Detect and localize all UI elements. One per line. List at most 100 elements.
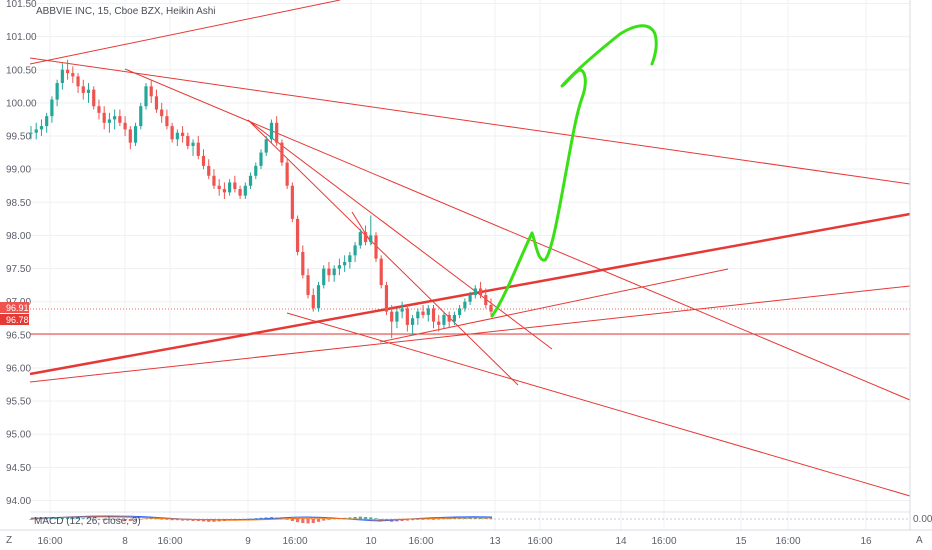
price-tick-label: 100.50 xyxy=(6,65,37,76)
auto-scale-button[interactable]: A xyxy=(916,535,923,546)
candle xyxy=(113,109,117,130)
candle xyxy=(437,314,441,332)
candle xyxy=(363,225,368,246)
macd-bar xyxy=(118,519,122,521)
trend-line-small[interactable] xyxy=(351,211,373,245)
candle xyxy=(353,242,357,262)
macd-bar xyxy=(123,519,127,521)
price-tick-label: 94.50 xyxy=(6,463,31,474)
time-tick-label: 8 xyxy=(122,536,128,547)
macd-bar xyxy=(50,517,54,519)
candle xyxy=(86,83,91,103)
candle xyxy=(348,252,352,269)
time-tick-label: 9 xyxy=(245,536,251,547)
candle xyxy=(337,258,342,276)
candle xyxy=(165,109,169,130)
trend-line-top[interactable] xyxy=(29,0,341,65)
macd-bar xyxy=(306,519,310,524)
candle xyxy=(468,291,472,306)
macd-bar xyxy=(97,519,101,520)
candle xyxy=(228,179,232,196)
candle xyxy=(180,126,185,143)
trend-line-wedge-short[interactable] xyxy=(379,268,729,343)
candle xyxy=(369,215,373,246)
candle xyxy=(233,175,237,193)
candle xyxy=(243,182,247,199)
price-tag-lower: 96.78 xyxy=(6,315,29,325)
price-axis[interactable]: 101.50 101.00 100.50 100.00 99.50 99.00 98.50 9… xyxy=(6,0,37,507)
candle xyxy=(118,109,122,127)
candle xyxy=(71,66,75,84)
trend-line-wedge-lower[interactable] xyxy=(29,285,911,383)
candle xyxy=(301,245,305,279)
macd-bar xyxy=(34,519,38,520)
candle xyxy=(489,298,493,315)
candle xyxy=(421,305,425,319)
price-tick-label: 100.00 xyxy=(6,98,37,109)
candle xyxy=(458,305,462,319)
trend-line-drawings[interactable] xyxy=(29,0,911,497)
macd-bar xyxy=(149,518,153,519)
macd-bar xyxy=(65,517,70,519)
time-tick-label: 16 xyxy=(860,536,872,547)
time-tick-label: 16:00 xyxy=(775,536,800,547)
candle xyxy=(374,232,378,262)
price-tick-label: 95.00 xyxy=(6,430,31,441)
trend-line-fan-2[interactable] xyxy=(247,119,519,386)
candle xyxy=(107,112,112,133)
candle xyxy=(285,159,289,190)
macd-bar xyxy=(358,516,362,519)
macd-bar xyxy=(154,518,159,520)
trend-line-resistance-long[interactable] xyxy=(29,57,911,185)
macd-bar xyxy=(207,519,211,522)
candle xyxy=(306,268,310,299)
time-axis[interactable]: 16:00 8 16:00 9 16:00 10 16:00 13 16:00 14 16:00 15… xyxy=(37,536,872,547)
time-tick-label: 16:00 xyxy=(157,536,182,547)
candlestick-series xyxy=(29,59,493,339)
candle xyxy=(34,122,38,140)
price-tick-label: 98.50 xyxy=(6,198,31,209)
macd-bar xyxy=(316,519,321,522)
candle xyxy=(186,132,190,150)
forecast-arrow-drawing[interactable] xyxy=(490,24,658,318)
candle xyxy=(65,59,70,80)
candle xyxy=(410,314,415,335)
time-tick-label: 10 xyxy=(365,536,377,547)
macd-label[interactable]: MACD (12, 26, close, 9) xyxy=(34,516,141,527)
candle xyxy=(322,265,326,289)
macd-bar xyxy=(71,517,75,519)
macd-bar xyxy=(447,518,451,520)
candle xyxy=(295,215,300,256)
macd-bar xyxy=(301,519,305,523)
macd-bar xyxy=(128,519,132,521)
macd-bar xyxy=(92,519,96,520)
candle xyxy=(405,305,409,332)
time-tick-label: 16:00 xyxy=(527,536,552,547)
candle xyxy=(50,96,54,123)
macd-bar xyxy=(39,518,44,520)
macd-bar xyxy=(175,519,179,521)
macd-bar xyxy=(180,519,185,521)
macd-bar xyxy=(285,519,289,520)
trend-line-fan-1[interactable] xyxy=(124,68,911,401)
candle xyxy=(92,86,96,110)
candle xyxy=(144,83,148,110)
macd-bar xyxy=(363,517,368,519)
time-tick-label: 14 xyxy=(615,536,627,547)
candle xyxy=(39,119,44,137)
time-tick-label: 16:00 xyxy=(282,536,307,547)
macd-bar xyxy=(374,518,378,519)
price-tag-lower-bg xyxy=(0,314,29,325)
time-tick-label: 15 xyxy=(735,536,747,547)
candle xyxy=(102,106,106,130)
macd-bar xyxy=(348,517,352,519)
candle xyxy=(201,149,206,170)
candle xyxy=(29,126,33,140)
candle xyxy=(269,119,274,143)
auto-scale-toggle[interactable]: Z xyxy=(6,535,12,546)
trend-line-fan-3[interactable] xyxy=(247,119,553,350)
trend-line-lower-channel[interactable] xyxy=(286,312,911,497)
candle xyxy=(452,311,457,325)
candle xyxy=(212,169,216,190)
